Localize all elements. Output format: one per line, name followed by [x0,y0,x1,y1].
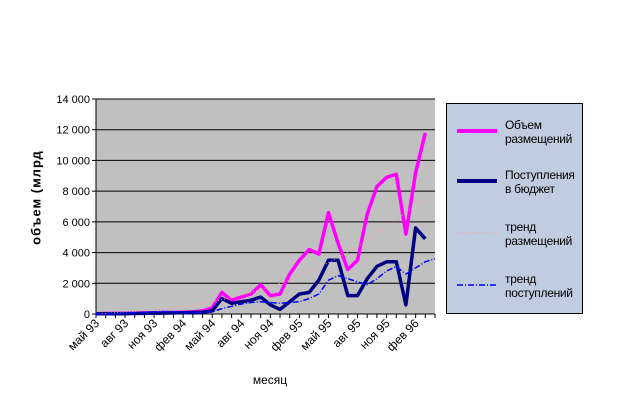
legend-item-volume-trend: тренд размещений [455,214,580,258]
y-tick-label: 0 [84,309,90,321]
legend-label-volume-trend: тренд размещений [505,220,573,248]
legend: Объем размещений Поступления в бюджет тр… [446,103,583,314]
x-tick-label: фев 94 [151,316,189,354]
x-tick-label: май 94 [181,316,218,353]
series-layer [95,132,436,316]
series-line-1 [96,226,427,316]
legend-item-budget-trend: тренд поступлений [455,266,580,310]
plot-area [96,99,435,314]
x-tick-label: фев 96 [384,316,422,354]
legend-item-volume: Объем размещений [455,112,580,156]
legend-swatch-volume-trend [457,232,497,234]
series-line-2 [95,196,426,315]
gridlines [96,98,435,284]
y-tick-label: 14 000 [56,94,90,106]
legend-item-budget: Поступления в бюджет [455,162,580,206]
legend-swatch-volume [457,129,497,133]
legend-swatch-budget-trend [457,284,497,286]
y-tick-label: 2 000 [62,278,90,290]
legend-swatch-budget [457,179,497,183]
x-tick-label: фев 95 [268,316,306,354]
y-axis-label: объем (млрд [28,150,44,245]
x-tick-label: май 95 [298,316,335,353]
x-tick-label: май 93 [65,316,102,353]
x-axis-label: месяц [252,373,288,387]
legend-label-budget-trend: тренд поступлений [505,272,573,300]
axes [92,98,436,318]
y-tick-label: 8 000 [62,186,90,198]
legend-label-budget: Поступления в бюджет [505,168,575,196]
y-tick-label: 6 000 [62,217,90,229]
legend-label-volume: Объем размещений [505,118,573,146]
y-tick-labels: 0 2 000 4 000 6 000 8 000 10 000 12 000 14 000 [56,94,90,321]
y-tick-label: 4 000 [62,248,90,260]
y-tick-label: 10 000 [56,155,90,167]
series-line-3 [96,257,436,315]
y-tick-label: 12 000 [56,125,90,137]
